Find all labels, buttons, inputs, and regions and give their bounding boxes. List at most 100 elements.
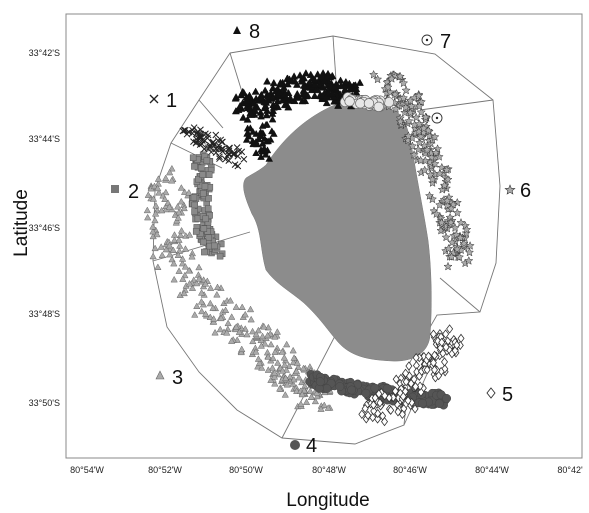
marker-layer <box>143 69 475 427</box>
marker <box>298 390 306 398</box>
marker <box>174 251 182 258</box>
marker <box>421 112 431 122</box>
marker <box>280 353 288 361</box>
marker <box>170 259 178 267</box>
marker <box>185 266 193 274</box>
marker <box>241 310 249 318</box>
marker <box>336 81 345 90</box>
marker <box>254 326 263 334</box>
zone-number: 2 <box>128 181 139 203</box>
y-tick: 33°50'S <box>29 398 60 408</box>
marker <box>191 201 198 209</box>
marker <box>430 159 440 168</box>
marker <box>225 145 233 153</box>
marker <box>249 127 257 135</box>
marker <box>254 135 263 143</box>
marker <box>302 398 311 405</box>
marker <box>454 252 465 262</box>
marker <box>205 171 213 179</box>
marker <box>206 284 215 291</box>
marker <box>391 104 401 114</box>
marker <box>261 101 270 110</box>
marker <box>235 328 243 335</box>
marker <box>162 245 170 253</box>
marker <box>149 195 158 202</box>
star-icon <box>504 184 516 195</box>
latitude-ticks: 33°42'S 33°44'S 33°46'S 33°48'S 33°50'S <box>29 48 60 408</box>
marker <box>193 302 201 310</box>
y-tick: 33°46'S <box>29 223 60 233</box>
marker <box>263 120 271 128</box>
marker <box>376 398 384 408</box>
marker <box>243 330 251 338</box>
marker <box>238 148 246 156</box>
marker <box>232 303 240 310</box>
marker <box>264 366 272 373</box>
marker <box>150 182 159 190</box>
marker <box>213 290 221 298</box>
marker <box>152 201 160 209</box>
marker <box>405 361 413 371</box>
marker <box>243 129 251 137</box>
marker <box>264 353 272 360</box>
marker <box>197 164 205 172</box>
marker <box>281 391 289 398</box>
marker <box>351 81 360 89</box>
x-tick: 80°46'W <box>393 465 427 475</box>
marker <box>392 374 400 384</box>
marker <box>295 373 303 381</box>
marker <box>290 72 299 80</box>
marker <box>420 165 430 175</box>
marker <box>178 255 187 262</box>
marker <box>368 69 379 79</box>
marker <box>438 337 446 348</box>
marker <box>276 384 284 392</box>
marker <box>313 392 321 400</box>
zone-label-3: 3 <box>155 367 183 389</box>
marker <box>255 359 264 366</box>
marker <box>282 366 291 373</box>
marker <box>197 289 206 296</box>
x-axis-title: Longitude <box>286 490 369 511</box>
marker <box>177 184 185 191</box>
marker <box>417 387 425 397</box>
marker <box>446 324 454 334</box>
marker <box>459 238 469 248</box>
marker <box>446 217 456 227</box>
zone-number: 6 <box>520 180 531 202</box>
square-icon <box>111 185 119 193</box>
marker <box>249 337 257 345</box>
marker <box>418 398 427 408</box>
marker <box>446 252 457 261</box>
marker <box>174 202 182 210</box>
marker <box>435 370 443 381</box>
marker <box>185 231 194 238</box>
marker <box>413 144 423 154</box>
marker <box>415 155 426 165</box>
marker <box>165 241 174 249</box>
zone-labels: 1 2 3 4 5 6 7 <box>111 21 531 457</box>
marker <box>166 168 174 176</box>
marker <box>158 251 166 259</box>
marker <box>405 95 415 105</box>
marker <box>424 191 435 200</box>
marker <box>263 331 272 339</box>
marker <box>243 115 252 123</box>
marker <box>151 209 160 217</box>
zone-number: 5 <box>502 384 513 406</box>
marker <box>409 150 419 159</box>
marker <box>429 358 437 368</box>
marker <box>189 126 196 134</box>
marker <box>195 263 203 271</box>
marker <box>452 244 462 254</box>
zone-number: 1 <box>166 90 177 112</box>
marker <box>169 246 177 254</box>
marker <box>192 135 200 143</box>
marker <box>445 212 455 222</box>
marker <box>263 92 272 100</box>
marker <box>322 384 332 393</box>
marker <box>224 319 232 327</box>
x-tick: 80°42' <box>557 465 583 475</box>
marker <box>191 208 198 215</box>
marker <box>411 404 419 414</box>
